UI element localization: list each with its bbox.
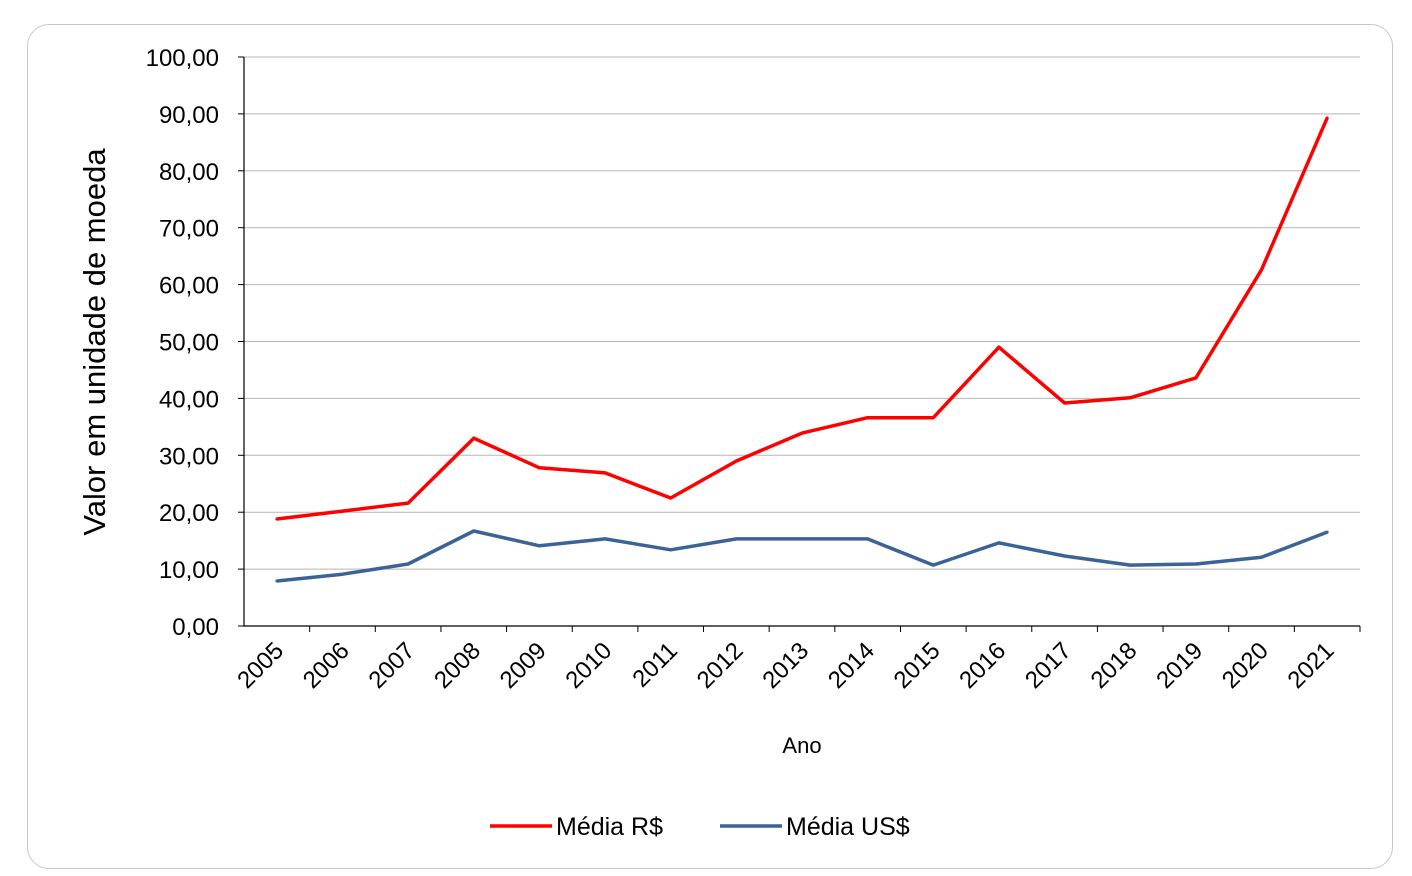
- chart-frame: [27, 24, 1393, 869]
- x-tick-label: 2013: [757, 637, 814, 694]
- x-tick-label: 2014: [823, 637, 880, 694]
- data-point: [472, 529, 476, 533]
- data-point: [800, 537, 804, 541]
- x-tick-label: 2015: [889, 637, 946, 694]
- x-tick-label: 2011: [627, 637, 683, 693]
- data-point: [275, 517, 279, 521]
- x-tick-label: 2019: [1151, 637, 1208, 694]
- legend-label: Média R$: [556, 813, 663, 841]
- x-tick-label: 2017: [1020, 637, 1077, 694]
- data-point: [406, 562, 410, 566]
- series-line-0: [276, 117, 1329, 521]
- y-tick-label: 100,00: [146, 45, 219, 72]
- x-tick-label: 2009: [495, 637, 552, 694]
- data-point: [1063, 401, 1067, 405]
- data-point: [1063, 554, 1067, 558]
- data-point: [734, 537, 738, 541]
- data-point: [340, 572, 344, 576]
- y-tick-label: 60,00: [159, 273, 219, 300]
- y-tick-label: 70,00: [159, 216, 219, 243]
- data-point: [1194, 562, 1198, 566]
- data-point: [931, 416, 935, 420]
- data-point: [1260, 268, 1264, 272]
- y-tick-label: 10,00: [159, 557, 219, 584]
- x-tick-label: 2020: [1217, 637, 1274, 694]
- x-tick-label: 2016: [954, 637, 1011, 694]
- data-point: [1194, 376, 1198, 380]
- x-tick-label: 2008: [429, 637, 486, 694]
- data-point: [275, 579, 279, 583]
- data-point: [800, 431, 804, 435]
- data-point: [669, 496, 673, 500]
- data-point: [603, 471, 607, 475]
- y-tick-label: 50,00: [159, 330, 219, 357]
- y-axis-title: Valor em unidade de moeda: [77, 148, 112, 536]
- data-point: [537, 544, 541, 548]
- data-point: [472, 436, 476, 440]
- data-point: [931, 563, 935, 567]
- y-tick-label: 0,00: [172, 614, 219, 641]
- data-point: [866, 416, 870, 420]
- data-point: [1260, 555, 1264, 559]
- data-point: [1325, 116, 1329, 120]
- y-tick-label: 30,00: [159, 443, 219, 470]
- data-point: [603, 537, 607, 541]
- data-point: [340, 509, 344, 513]
- data-point: [537, 466, 541, 470]
- data-point: [866, 537, 870, 541]
- data-point: [997, 541, 1001, 545]
- x-tick-label: 2012: [692, 637, 749, 694]
- y-tick-label: 20,00: [159, 500, 219, 527]
- x-tick-label: 2007: [364, 637, 421, 694]
- x-tick-label: 2010: [560, 637, 617, 694]
- legend-label: Média US$: [786, 813, 910, 841]
- data-point: [1128, 563, 1132, 567]
- x-tick-label: 2018: [1086, 637, 1143, 694]
- x-axis-title: Ano: [782, 733, 821, 758]
- data-point: [734, 459, 738, 463]
- data-point: [997, 345, 1001, 349]
- x-tick-label: 2005: [232, 637, 289, 694]
- data-point: [406, 501, 410, 505]
- legend: Média R$ Média US$: [490, 813, 910, 841]
- y-tick-label: 90,00: [159, 102, 219, 129]
- y-tick-label: 40,00: [159, 386, 219, 413]
- y-tick-label: 80,00: [159, 159, 219, 186]
- data-point: [1128, 396, 1132, 400]
- x-tick-label: 2021: [1283, 637, 1340, 694]
- x-tick-label: 2006: [298, 637, 355, 694]
- data-point: [669, 548, 673, 552]
- data-point: [1325, 530, 1329, 534]
